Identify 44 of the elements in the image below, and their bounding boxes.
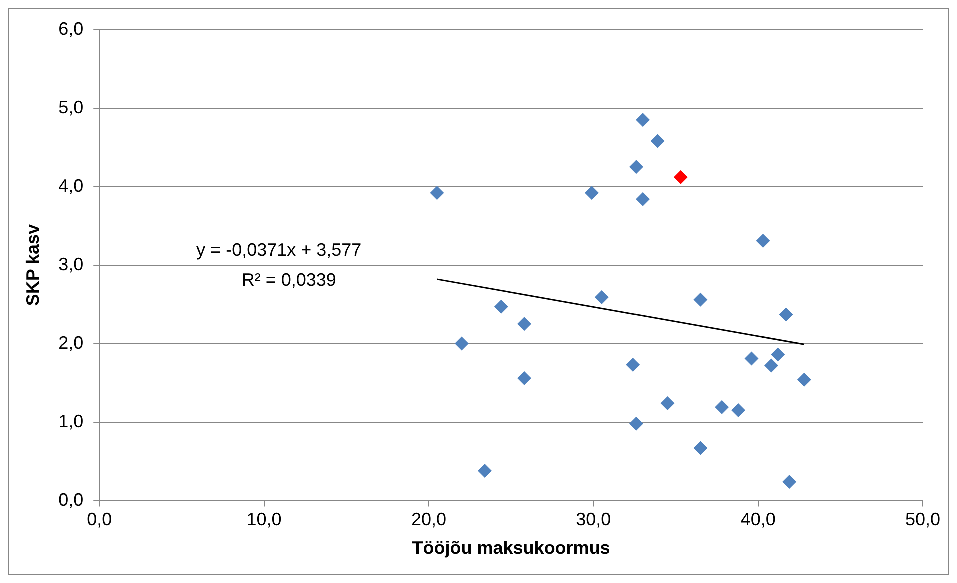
point	[732, 404, 746, 418]
point	[674, 170, 688, 184]
x-tick-label: 40,0	[740, 510, 776, 530]
point	[715, 400, 730, 414]
point	[782, 474, 797, 489]
point	[594, 290, 609, 304]
point	[636, 192, 650, 206]
point	[779, 308, 794, 322]
point	[694, 441, 708, 456]
point	[629, 416, 644, 431]
point	[478, 464, 492, 478]
x-tick-label: 10,0	[246, 510, 282, 530]
y-tick-label: 1,0	[58, 411, 84, 432]
x-tick-label: 20,0	[411, 510, 446, 530]
point	[744, 352, 759, 366]
y-tick-label: 2,0	[58, 332, 84, 353]
point	[797, 372, 812, 387]
point	[771, 348, 786, 362]
point	[756, 234, 770, 248]
y-tick-label: 5,0	[58, 97, 84, 118]
point	[626, 358, 640, 372]
point	[629, 160, 644, 174]
point	[636, 113, 650, 128]
y-tick-label: 4,0	[58, 176, 84, 196]
point	[430, 186, 444, 200]
y-tick-label: 0,0	[58, 490, 84, 510]
point	[660, 396, 675, 410]
x-tick-label: 0,0	[87, 510, 112, 530]
x-tick-label: 30,0	[576, 510, 612, 530]
y-tick-label: 6,0	[58, 18, 84, 39]
point	[517, 371, 532, 386]
point	[585, 186, 599, 200]
point	[517, 317, 532, 332]
point	[494, 300, 508, 314]
point	[694, 292, 708, 307]
annotation: R² = 0,0339	[242, 270, 336, 290]
annotation: y = -0,0371x + 3,577	[196, 240, 362, 260]
x-axis-title: Tööjõu maksukoormus	[412, 538, 610, 558]
y-tick-label: 3,0	[58, 254, 84, 274]
y-axis-title: SKP kasv	[22, 224, 43, 306]
point	[764, 358, 778, 373]
x-tick-label: 50,0	[905, 510, 941, 530]
point	[454, 336, 469, 351]
point	[650, 134, 665, 148]
